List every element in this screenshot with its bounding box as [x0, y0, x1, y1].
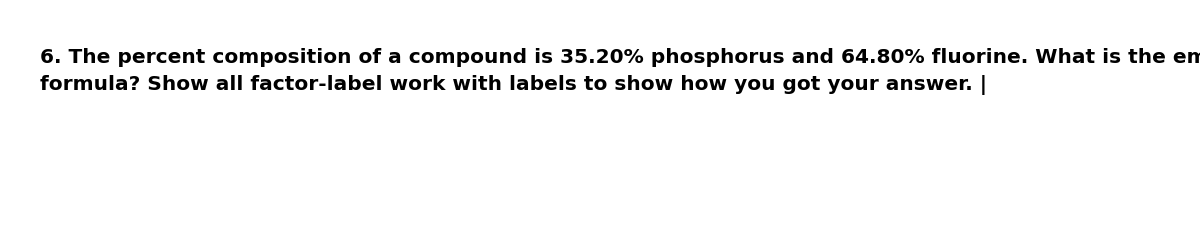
Text: 6. The percent composition of a compound is 35.20% phosphorus and 64.80% fluorin: 6. The percent composition of a compound…	[40, 48, 1200, 67]
Text: formula? Show all factor-label work with labels to show how you got your answer.: formula? Show all factor-label work with…	[40, 75, 988, 95]
